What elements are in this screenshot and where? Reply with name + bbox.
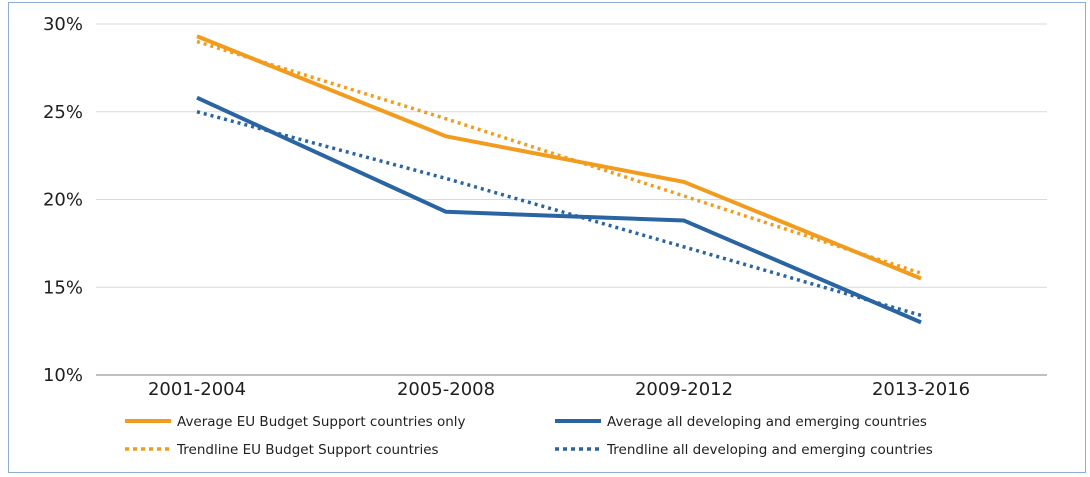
x-axis-ticks: 2001-2004 2005-2008 2009-2012 2013-2016: [148, 379, 970, 400]
legend-item: Trendline all developing and emerging co…: [555, 442, 933, 458]
series-line-2: [196, 95, 922, 325]
series-line-4: [196, 110, 922, 318]
legend-item: Average all developing and emerging coun…: [555, 414, 927, 430]
legend-item: Trendline EU Budget Support countries: [125, 442, 439, 458]
legend-label: Trendline all developing and emerging co…: [606, 442, 933, 458]
y-axis-ticks: 10% 15% 20% 25% 30%: [43, 14, 83, 386]
y-tick-label: 30%: [43, 14, 83, 35]
gridlines: [96, 23, 1047, 376]
legend-label: Trendline EU Budget Support countries: [176, 442, 439, 458]
x-tick-label: 2001-2004: [148, 379, 246, 400]
chart-frame: [8, 2, 1086, 473]
y-tick-label: 15%: [43, 277, 83, 298]
y-tick-label: 25%: [43, 102, 83, 123]
legend: Average EU Budget Support countries only…: [125, 414, 933, 458]
y-tick-label: 20%: [43, 190, 83, 211]
series-line-1: [196, 34, 922, 281]
legend-label: Average EU Budget Support countries only: [177, 414, 466, 430]
legend-item: Average EU Budget Support countries only: [125, 414, 466, 430]
legend-label: Average all developing and emerging coun…: [607, 414, 927, 430]
series-lines: [196, 34, 922, 325]
series-line-3: [196, 39, 922, 275]
x-tick-label: 2013-2016: [872, 379, 970, 400]
x-tick-label: 2005-2008: [397, 379, 495, 400]
x-tick-label: 2009-2012: [635, 379, 733, 400]
y-tick-label: 10%: [43, 365, 83, 386]
